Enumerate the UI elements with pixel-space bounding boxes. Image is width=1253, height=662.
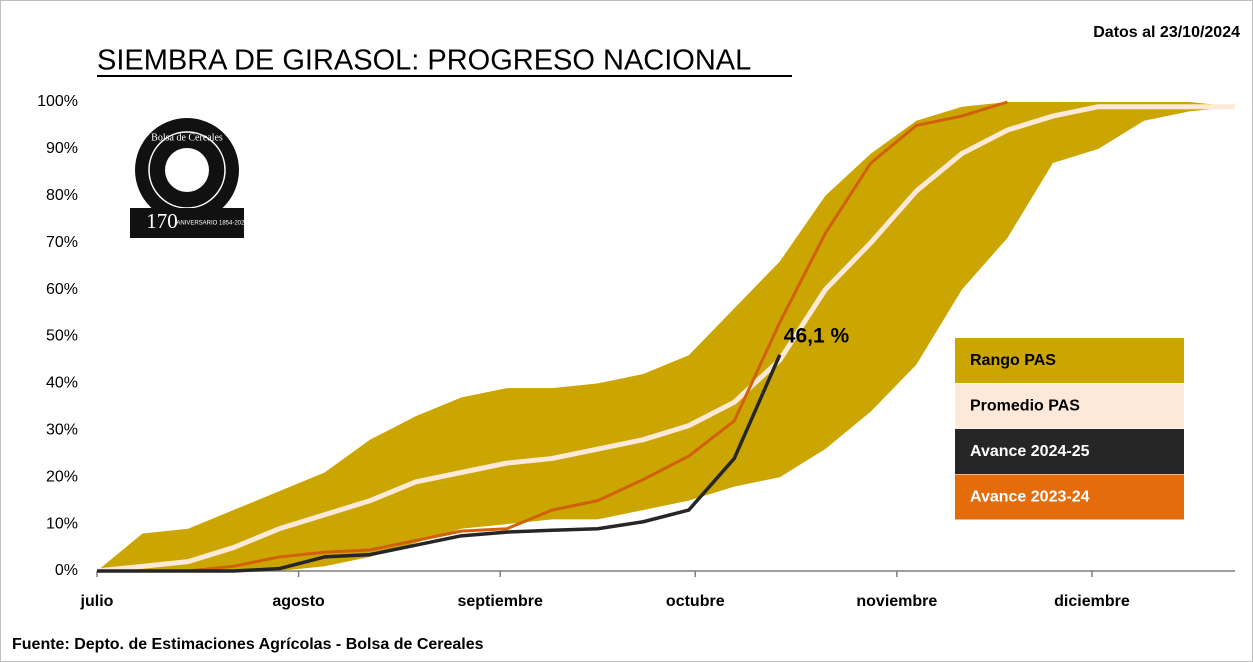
data-label: 46,1 %	[784, 324, 850, 347]
x-tick-label: septiembre	[457, 593, 542, 610]
subtitle: Datos al 23/10/2024	[1093, 24, 1240, 41]
logo-caption: ANIVERSARIO 1854-2024	[176, 221, 248, 227]
logo-face	[165, 148, 209, 192]
series-line	[96, 104, 1235, 574]
x-tick-label: julio	[80, 593, 114, 610]
y-tick-label: 0%	[55, 562, 78, 579]
x-tick-label: diciembre	[1054, 593, 1130, 610]
legend-label: Avance 2024-25	[970, 443, 1090, 460]
series-line	[97, 354, 782, 573]
legend-swatch	[955, 429, 1184, 474]
y-tick-label: 50%	[46, 328, 78, 345]
legend-label: Avance 2023-24	[970, 489, 1090, 506]
logo-badge: 170	[146, 209, 178, 233]
source: Fuente: Depto. de Estimaciones Agrícolas…	[12, 636, 484, 653]
range-band	[97, 102, 1235, 571]
legend-label: Rango PAS	[970, 352, 1056, 369]
logo: Bolsa de Cereales 170 ANIVERSARIO 1854-2…	[130, 118, 248, 238]
y-tick-label: 10%	[46, 515, 78, 532]
chart-title: SIEMBRA DE GIRASOL: PROGRESO NACIONAL	[97, 45, 751, 77]
y-tick-label: 40%	[46, 375, 78, 392]
y-tick-label: 70%	[46, 234, 78, 251]
x-tick-label: octubre	[666, 593, 725, 610]
x-tick-label: noviembre	[856, 593, 937, 610]
legend-swatch	[955, 338, 1184, 383]
y-tick-label: 60%	[46, 281, 78, 298]
y-tick-label: 80%	[46, 187, 78, 204]
logo-banner	[130, 208, 244, 238]
x-tick-label: agosto	[272, 593, 325, 610]
legend-label: Promedio PAS	[970, 398, 1080, 415]
logo-name: Bolsa de Cereales	[151, 132, 223, 143]
y-tick-label: 30%	[46, 422, 78, 439]
series-line	[97, 100, 1008, 573]
y-tick-label: 100%	[37, 93, 78, 110]
legend-swatch	[955, 474, 1184, 520]
legend-swatch	[955, 383, 1184, 429]
y-tick-label: 90%	[46, 140, 78, 157]
y-tick-label: 20%	[46, 468, 78, 485]
